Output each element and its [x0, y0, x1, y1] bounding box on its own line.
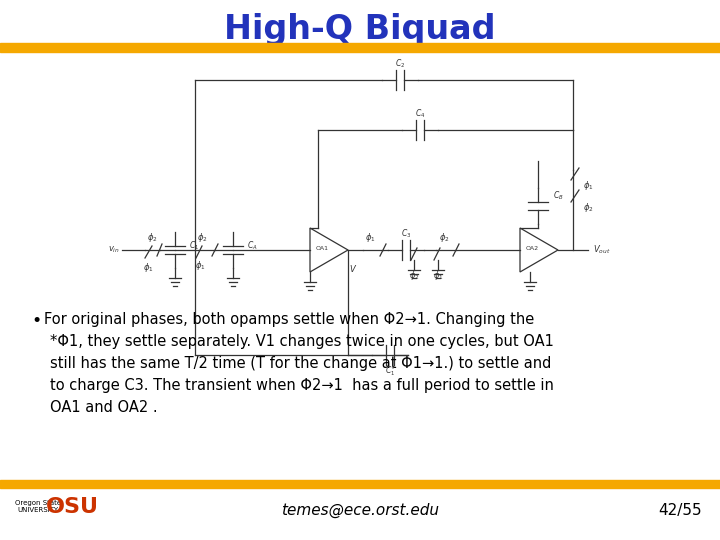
Text: OA1 and OA2 .: OA1 and OA2 .	[50, 400, 158, 415]
Text: For original phases, both opamps settle when Φ2→1. Changing the: For original phases, both opamps settle …	[44, 312, 534, 327]
Text: $\phi_1$: $\phi_1$	[143, 261, 153, 274]
Text: $V$: $V$	[349, 262, 357, 273]
Bar	[0, 43, 720, 52]
Text: $\phi_1$: $\phi_1$	[583, 179, 594, 192]
Text: $\phi_1$: $\phi_1$	[364, 232, 375, 245]
Text: $C_1$: $C_1$	[189, 240, 199, 252]
Text: OA1: OA1	[315, 246, 328, 251]
Text: $\phi_2$: $\phi_2$	[197, 232, 207, 245]
Text: to charge C3. The transient when Φ2→1  has a full period to settle in: to charge C3. The transient when Φ2→1 ha…	[50, 378, 554, 393]
Text: OSU: OSU	[45, 497, 99, 517]
Text: $C_3$: $C_3$	[401, 228, 411, 240]
Text: 42/55: 42/55	[658, 503, 702, 517]
Text: *Φ1, they settle separately. V1 changes twice in one cycles, but OA1: *Φ1, they settle separately. V1 changes …	[50, 334, 554, 349]
Text: $C_4$: $C_4$	[415, 108, 426, 120]
Text: $V_{out}$: $V_{out}$	[593, 244, 611, 256]
Text: OA2: OA2	[526, 246, 539, 251]
Text: $\phi_1$: $\phi_1$	[194, 260, 205, 273]
Text: $v_{in}$: $v_{in}$	[108, 245, 120, 255]
Text: $C_A$: $C_A$	[247, 240, 258, 252]
Text: still has the same T/2 time (T for the change at Φ1→1.) to settle and: still has the same T/2 time (T for the c…	[50, 356, 552, 371]
Text: $C_2$: $C_2$	[395, 58, 405, 70]
Text: •: •	[31, 312, 41, 330]
Text: $\phi_2$: $\phi_2$	[583, 201, 594, 214]
Text: $\phi_1$: $\phi_1$	[433, 269, 444, 282]
Bar	[0, 480, 720, 488]
Text: $C_B$: $C_B$	[553, 190, 564, 202]
Text: temes@ece.orst.edu: temes@ece.orst.edu	[281, 502, 439, 518]
Text: $C_1''$: $C_1''$	[384, 364, 395, 378]
Text: $\phi_2$: $\phi_2$	[147, 232, 158, 245]
Text: Oregon State
UNIVERSITY: Oregon State UNIVERSITY	[15, 500, 61, 512]
Text: $\phi_2$: $\phi_2$	[409, 269, 419, 282]
Text: High-Q Biquad: High-Q Biquad	[224, 14, 496, 46]
Text: $\phi_2$: $\phi_2$	[438, 232, 449, 245]
